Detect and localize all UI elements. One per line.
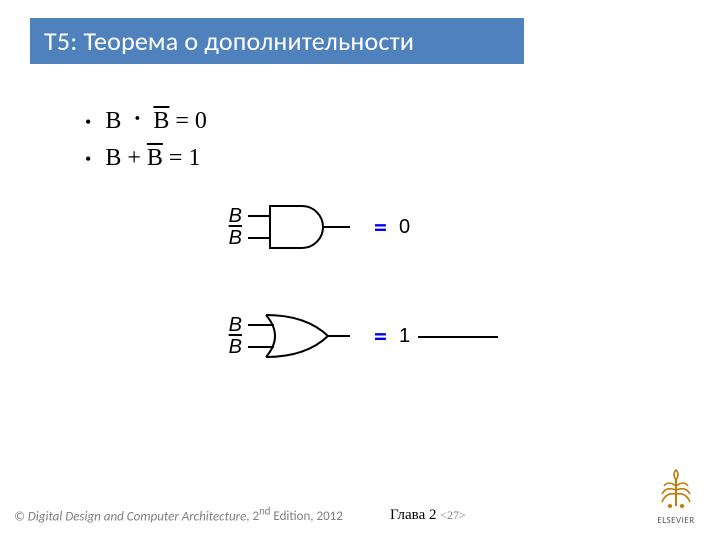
copyright-sup: nd — [259, 505, 270, 518]
or-input-bottom: B — [220, 336, 242, 358]
copyright-suffix: , 2 — [246, 509, 259, 524]
bullet-dot-icon: • — [85, 113, 91, 131]
var-b: B — [105, 108, 121, 134]
var-b-bar: B — [153, 108, 169, 134]
or-input-labels: B B — [220, 314, 242, 358]
and-output: 0 — [399, 216, 410, 239]
equals-sign: = — [358, 320, 399, 352]
bullet-item: • B · B = 0 — [85, 108, 207, 135]
and-gate-icon — [248, 200, 358, 254]
bullet-dot-icon: • — [85, 150, 91, 168]
eq-sign: = — [169, 145, 189, 171]
equals-sign: = — [358, 211, 399, 243]
copyright-text: © Digital Design and Computer Architectu… — [14, 505, 343, 524]
value-0: 0 — [195, 108, 207, 134]
bullet-list: • B · B = 0 • B + B = 1 — [85, 108, 207, 182]
or-input-top: B — [220, 314, 242, 336]
title-text: T5: Теорема о дополнительности — [44, 25, 414, 57]
and-input-bottom: B — [220, 227, 242, 249]
and-input-labels: B B — [220, 205, 242, 249]
bullet-expr: B + B = 1 — [105, 145, 200, 172]
op-and: · — [127, 106, 147, 132]
output-wire-icon — [418, 336, 498, 338]
and-gate-row: B B = 0 — [220, 200, 580, 254]
op-or: + — [127, 145, 147, 171]
elsevier-text: ELSEVIER — [654, 515, 698, 526]
page-marker: <27> — [440, 508, 466, 522]
elsevier-tree-icon — [654, 466, 698, 510]
or-gate-row: B B = 1 — [220, 309, 580, 363]
title-bar: T5: Теорема о дополнительности — [30, 18, 524, 64]
copyright-prefix: © — [14, 509, 28, 524]
and-input-top: B — [220, 205, 242, 227]
bullet-expr: B · B = 0 — [105, 108, 207, 135]
publisher-logo: ELSEVIER — [654, 466, 698, 526]
var-b: B — [105, 145, 121, 171]
chapter-text: Глава 2 — [390, 507, 440, 523]
value-1: 1 — [188, 145, 200, 171]
chapter-label: Глава 2 <27> — [390, 507, 466, 524]
or-gate-icon — [248, 309, 358, 363]
copyright-tail: Edition, 2012 — [270, 509, 342, 524]
gates-area: B B = 0 B B = 1 — [220, 200, 580, 418]
copyright-title: Digital Design and Computer Architecture — [28, 509, 247, 524]
eq-sign: = — [175, 108, 195, 134]
bullet-item: • B + B = 1 — [85, 145, 207, 172]
var-b-bar: B — [147, 145, 163, 171]
or-output: 1 — [399, 325, 410, 348]
